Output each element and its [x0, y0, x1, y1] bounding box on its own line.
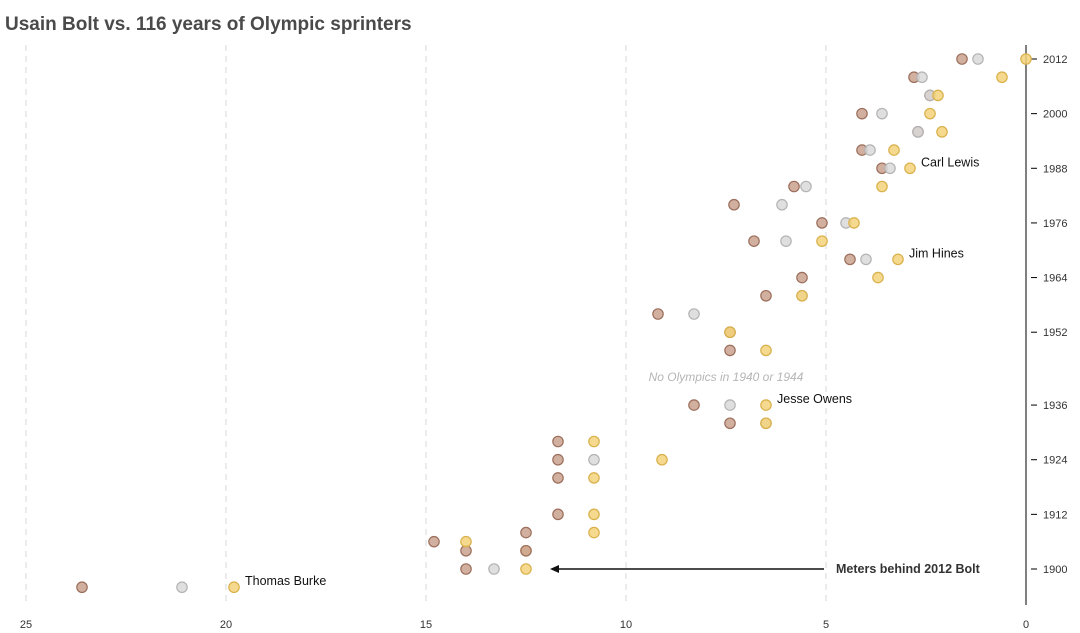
- dot-silver-1896: [176, 581, 188, 594]
- dot-bronze-1980: [728, 198, 740, 211]
- dot-gold-1952: [724, 326, 736, 339]
- dot-bronze-1912: [552, 508, 564, 521]
- dot-gold-1920: [588, 472, 600, 484]
- dot-gold-1972: [816, 235, 828, 247]
- dot-gold-1928: [588, 435, 600, 448]
- dot-bronze-1928: [552, 435, 564, 448]
- dot-bronze-1924: [552, 453, 564, 466]
- x-tick-label: 0: [1023, 619, 1029, 631]
- dot-silver-1936: [724, 399, 736, 411]
- y-tick-label: 2000: [1043, 109, 1067, 121]
- dot-gold-1968: [892, 253, 904, 266]
- dot-gold-2012: [1020, 53, 1032, 65]
- dot-gold-1964: [872, 271, 884, 284]
- dot-bronze-1896: [76, 581, 88, 594]
- x-tick-label: 15: [420, 619, 432, 631]
- dot-gold-1988: [904, 162, 916, 175]
- y-tick-label: 1988: [1043, 163, 1067, 175]
- dot-gold-2000: [924, 107, 936, 120]
- dot-bronze-1932: [724, 417, 736, 430]
- x-tick-label: 20: [220, 619, 232, 631]
- dot-silver-2008: [916, 71, 928, 84]
- dot-gold-1984: [876, 180, 888, 193]
- dot-gold-1936: [760, 399, 772, 411]
- dot-gold-1992: [888, 144, 900, 156]
- dot-gold-1900: [520, 563, 532, 575]
- dot-silver-1992: [864, 144, 876, 156]
- x-tick-label: 25: [20, 619, 32, 631]
- dot-silver-1996: [912, 126, 924, 138]
- dot-bronze-1984: [788, 180, 800, 193]
- y-tick-label: 1912: [1043, 509, 1067, 521]
- no-olympics-note: No Olympics in 1940 or 1944: [649, 370, 804, 384]
- dot-bronze-1956: [652, 308, 664, 320]
- dot-bronze-1908: [520, 526, 532, 539]
- chart-title: Usain Bolt vs. 116 years of Olympic spri…: [5, 14, 412, 35]
- dot-gold-1996: [936, 126, 948, 138]
- dot-bronze-1960: [760, 289, 772, 302]
- dot-silver-1956: [688, 308, 700, 320]
- dot-bronze-1920: [552, 472, 564, 484]
- annotation-carl-lewis: Carl Lewis: [921, 155, 979, 169]
- dot-gold-1908: [588, 526, 600, 539]
- arrow-head: [550, 565, 559, 573]
- dot-gold-2004: [932, 89, 944, 102]
- dot-gold-1960: [796, 289, 808, 302]
- dot-bronze-1936: [688, 399, 700, 411]
- annotation-jim-hines: Jim Hines: [909, 246, 964, 260]
- dot-silver-1972: [780, 235, 792, 247]
- x-tick-label: 10: [620, 619, 632, 631]
- dot-gold-1912: [588, 508, 600, 521]
- dot-bronze-1972: [748, 235, 760, 247]
- dot-gold-1896: [228, 581, 240, 594]
- dot-silver-1984: [800, 180, 812, 193]
- dot-gold-2008: [996, 71, 1008, 84]
- dot-bronze-1948: [724, 344, 736, 357]
- dot-bronze-1976: [816, 217, 828, 229]
- dot-silver-2012: [972, 53, 984, 65]
- dot-bronze-1968: [844, 253, 856, 266]
- y-tick-label: 1924: [1043, 455, 1067, 467]
- y-tick-label: 1900: [1043, 564, 1067, 576]
- dot-bronze-1904: [520, 544, 532, 557]
- dot-silver-1900: [488, 563, 500, 575]
- dot-gold-1932: [760, 417, 772, 430]
- dot-gold-1976: [848, 217, 860, 229]
- dot-bronze-1964: [796, 271, 808, 284]
- dot-silver-1924: [588, 453, 600, 466]
- y-tick-label: 1964: [1043, 273, 1067, 285]
- y-tick-label: 1976: [1043, 218, 1067, 230]
- x-tick-label: 5: [823, 619, 829, 631]
- dot-silver-2000: [876, 107, 888, 120]
- y-tick-label: 1952: [1043, 327, 1067, 339]
- dot-bronze-2000: [856, 107, 868, 120]
- y-tick-label: 2012: [1043, 54, 1067, 66]
- annotation-jesse-owens: Jesse Owens: [777, 392, 852, 406]
- arrow-label: Meters behind 2012 Bolt: [836, 562, 981, 576]
- dot-gold-1924: [656, 453, 668, 466]
- annotation-thomas-burke: Thomas Burke: [245, 574, 326, 588]
- dot-bronze-2012: [956, 53, 968, 65]
- dot-gold-1906: [460, 535, 472, 548]
- dot-bronze-1900: [460, 563, 472, 575]
- dot-gold-1948: [760, 344, 772, 357]
- dot-silver-1968: [860, 253, 872, 266]
- dot-silver-1988: [884, 162, 896, 175]
- dot-silver-1980: [776, 198, 788, 211]
- dot-bronze-1906: [428, 535, 440, 548]
- y-tick-label: 1936: [1043, 400, 1067, 412]
